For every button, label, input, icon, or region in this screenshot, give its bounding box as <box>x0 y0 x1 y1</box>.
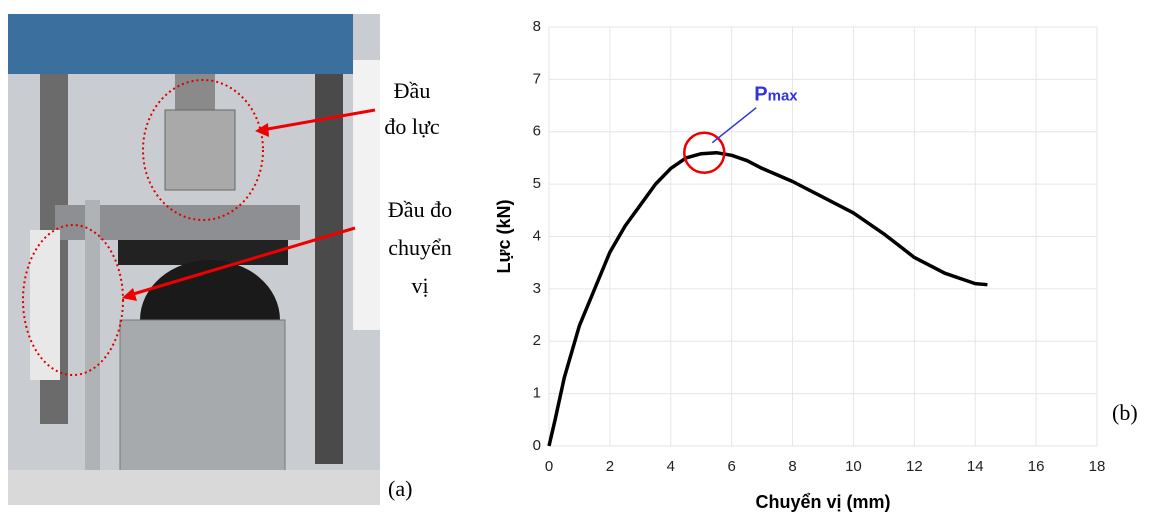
y-tick-label: 4 <box>533 227 541 244</box>
y-tick-label: 0 <box>533 437 541 454</box>
photo-label: đo lực <box>384 114 440 139</box>
photo <box>8 14 380 505</box>
photo-label: vị <box>411 273 428 298</box>
x-tick-label: 12 <box>906 458 923 475</box>
y-tick-label: 1 <box>533 385 541 402</box>
y-tick-label: 3 <box>533 280 541 297</box>
y-tick-label: 6 <box>533 123 541 140</box>
data-line <box>547 150 988 447</box>
annotation-sub: max <box>768 88 799 105</box>
x-tick-label: 2 <box>606 458 614 475</box>
y-axis-label: Lực (kN) <box>494 199 514 273</box>
photo-label: Đầu đo <box>388 197 452 222</box>
x-tick-label: 16 <box>1028 458 1045 475</box>
x-tick-label: 6 <box>727 458 735 475</box>
annotation: Pmax <box>754 84 798 106</box>
x-tick-label: 0 <box>545 458 553 475</box>
annotation-arrow <box>711 107 757 144</box>
annotation-text: P <box>754 84 767 106</box>
x-tick-label: 14 <box>967 458 984 475</box>
x-tick-label: 10 <box>845 458 862 475</box>
photo-label: chuyển <box>388 235 452 260</box>
x-tick-label: 4 <box>667 458 675 475</box>
panel-label: (b) <box>1112 400 1138 425</box>
annotation-circle <box>683 131 726 174</box>
y-tick-label: 7 <box>533 70 541 87</box>
y-tick-label: 5 <box>533 175 541 192</box>
y-tick-label: 8 <box>533 18 541 35</box>
x-tick-label: 18 <box>1089 458 1106 475</box>
x-tick-label: 8 <box>788 458 796 475</box>
panel-label: (a) <box>388 476 412 501</box>
y-tick-label: 2 <box>533 332 541 349</box>
x-axis-label: Chuyển vị (mm) <box>755 492 890 512</box>
photo-label: Đầu <box>394 78 431 103</box>
